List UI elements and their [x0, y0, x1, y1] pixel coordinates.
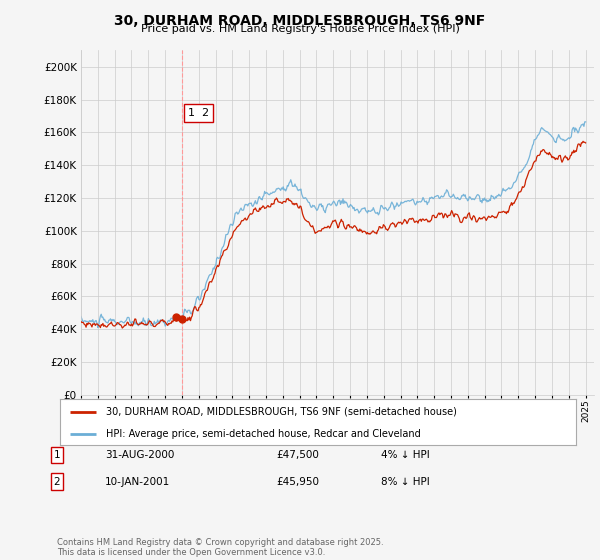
Text: £47,500: £47,500	[276, 450, 319, 460]
Text: 4% ↓ HPI: 4% ↓ HPI	[381, 450, 430, 460]
Text: Price paid vs. HM Land Registry's House Price Index (HPI): Price paid vs. HM Land Registry's House …	[140, 24, 460, 34]
Text: £45,950: £45,950	[276, 477, 319, 487]
Text: 1: 1	[53, 450, 61, 460]
Text: 2: 2	[53, 477, 61, 487]
Text: 8% ↓ HPI: 8% ↓ HPI	[381, 477, 430, 487]
Text: 10-JAN-2001: 10-JAN-2001	[105, 477, 170, 487]
Text: 30, DURHAM ROAD, MIDDLESBROUGH, TS6 9NF (semi-detached house): 30, DURHAM ROAD, MIDDLESBROUGH, TS6 9NF …	[106, 407, 457, 417]
Text: 31-AUG-2000: 31-AUG-2000	[105, 450, 175, 460]
Text: Contains HM Land Registry data © Crown copyright and database right 2025.
This d: Contains HM Land Registry data © Crown c…	[57, 538, 383, 557]
Text: HPI: Average price, semi-detached house, Redcar and Cleveland: HPI: Average price, semi-detached house,…	[106, 429, 421, 438]
Text: 30, DURHAM ROAD, MIDDLESBROUGH, TS6 9NF: 30, DURHAM ROAD, MIDDLESBROUGH, TS6 9NF	[115, 14, 485, 28]
Text: 1  2: 1 2	[188, 108, 209, 118]
